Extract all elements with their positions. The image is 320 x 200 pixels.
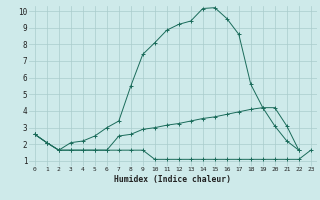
X-axis label: Humidex (Indice chaleur): Humidex (Indice chaleur) (114, 175, 231, 184)
